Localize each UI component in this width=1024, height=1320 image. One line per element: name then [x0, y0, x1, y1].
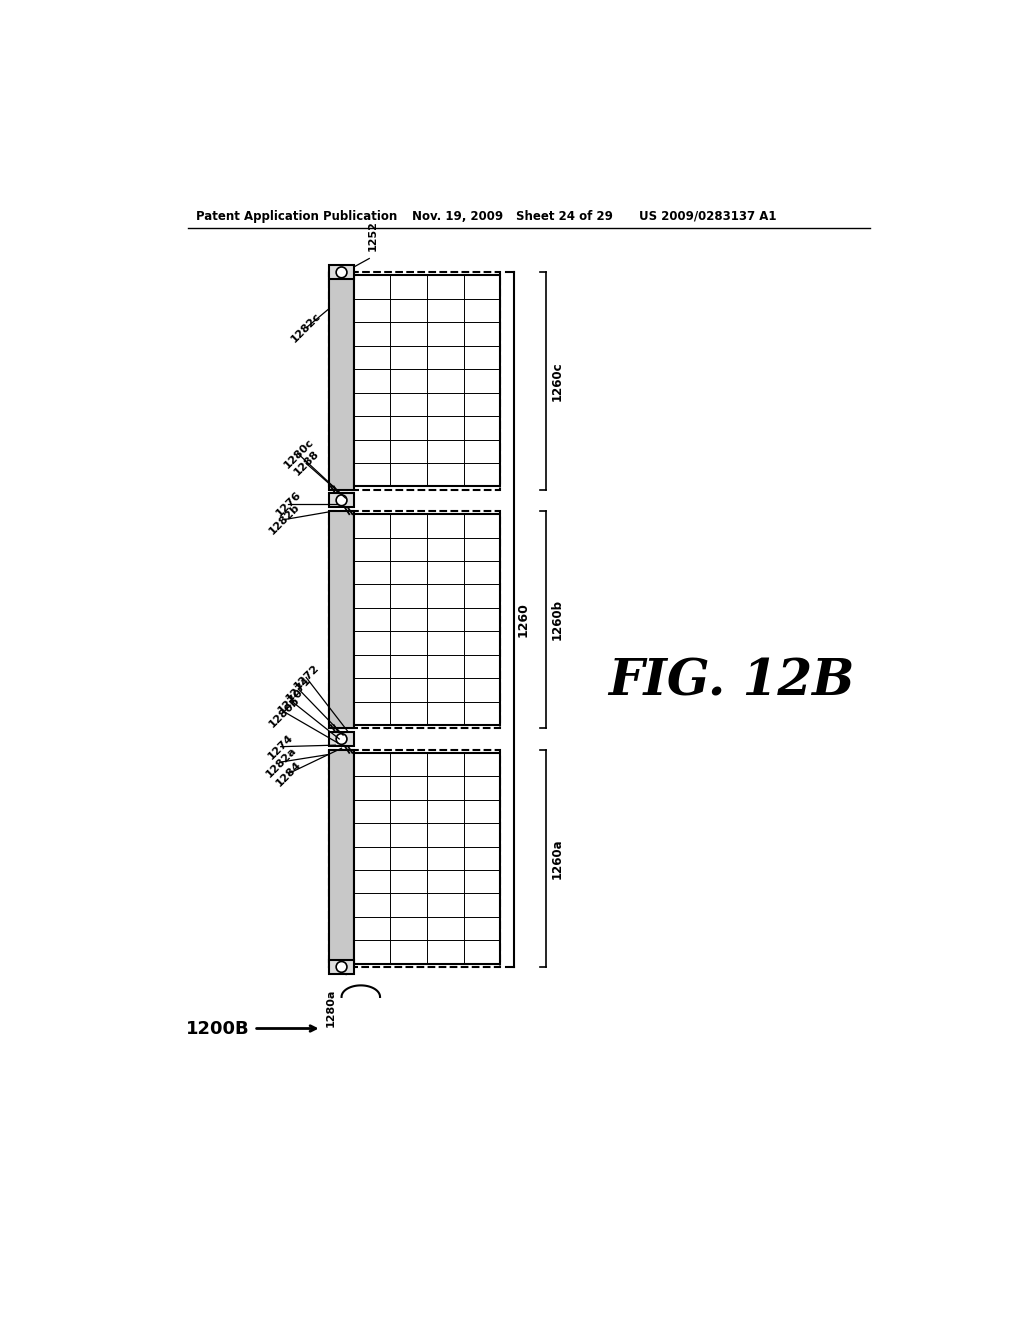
Text: US 2009/0283137 A1: US 2009/0283137 A1 — [639, 210, 776, 223]
Bar — [354, 515, 500, 725]
Text: 1280c: 1280c — [282, 437, 315, 471]
Text: 1280a: 1280a — [326, 989, 336, 1027]
Text: 1282b: 1282b — [267, 502, 302, 537]
Text: Sheet 24 of 29: Sheet 24 of 29 — [515, 210, 612, 223]
Bar — [330, 960, 354, 974]
Bar — [330, 272, 500, 490]
Text: 1272: 1272 — [292, 663, 321, 692]
Bar — [330, 750, 500, 966]
Circle shape — [336, 267, 347, 277]
Text: 1260: 1260 — [517, 602, 529, 638]
Bar — [330, 511, 500, 729]
Bar — [330, 494, 354, 507]
Text: 1260c: 1260c — [551, 362, 563, 401]
Text: 1282c: 1282c — [290, 312, 323, 345]
Text: 1260b: 1260b — [551, 599, 563, 640]
Circle shape — [336, 734, 347, 744]
Circle shape — [336, 495, 347, 506]
Bar — [330, 733, 354, 746]
Text: Patent Application Publication: Patent Application Publication — [196, 210, 397, 223]
Text: 1252: 1252 — [368, 220, 378, 251]
Text: 1271: 1271 — [284, 675, 313, 704]
Bar — [330, 265, 354, 280]
Text: 1282a: 1282a — [263, 744, 298, 779]
Circle shape — [336, 961, 347, 973]
Text: 1284: 1284 — [273, 759, 303, 788]
Bar — [330, 511, 354, 729]
Text: 1260a: 1260a — [551, 838, 563, 879]
Bar — [330, 272, 354, 490]
Text: 1274: 1274 — [266, 733, 295, 762]
Text: 1276: 1276 — [273, 490, 303, 519]
Bar — [354, 752, 500, 964]
Text: Nov. 19, 2009: Nov. 19, 2009 — [412, 210, 503, 223]
Bar — [354, 276, 500, 487]
Text: 1288: 1288 — [292, 449, 321, 478]
Text: FIG. 12B: FIG. 12B — [608, 657, 854, 706]
Bar — [330, 750, 354, 966]
Text: 1200B: 1200B — [186, 1019, 250, 1038]
Text: 1280b: 1280b — [267, 694, 302, 729]
Text: 1270: 1270 — [276, 686, 305, 715]
